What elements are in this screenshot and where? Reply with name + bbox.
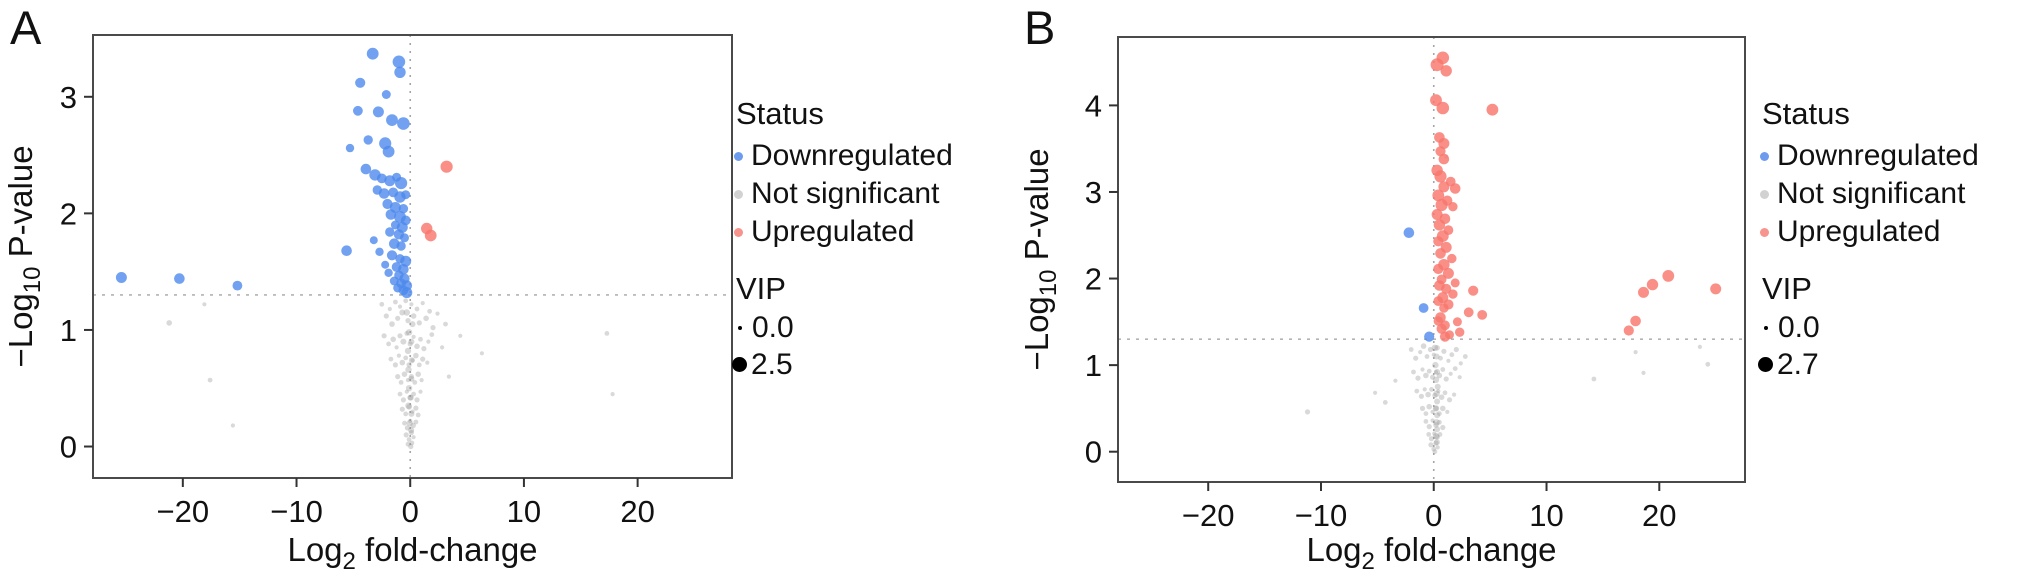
series-downregulated [1403, 227, 1435, 342]
legend-item-not-significant: Not significant [722, 175, 1022, 213]
legend-dot-icon [734, 227, 743, 237]
vip-min-label: 0.0 [752, 310, 794, 344]
legend-status-title: Status [1762, 96, 1850, 131]
svg-text:20: 20 [1642, 498, 1676, 533]
x-axis-ticks: −20 −10 0 10 20 [1182, 482, 1677, 533]
legend-vip-title: VIP [736, 271, 786, 306]
legend-dot-icon [1760, 151, 1769, 161]
legend-item-label: Downregulated [751, 139, 953, 172]
y-axis-title: −Log10 P-value [1018, 148, 1062, 370]
series-not-significant [1304, 154, 1711, 455]
legend-item-downregulated: Downregulated [1748, 137, 2032, 175]
legend-vip-max: 2.5 [722, 346, 1022, 383]
legend-dot-icon [734, 151, 743, 161]
volcano-plot-b: −20 −10 0 10 20 0 1 2 3 4 Log2 fold-change −Log10 P… [1018, 36, 1746, 575]
svg-text:−10: −10 [270, 494, 323, 529]
svg-text:10: 10 [507, 494, 541, 529]
legend-item-not-significant: Not significant [1748, 175, 2032, 213]
vip-min-dot-icon [1764, 325, 1768, 330]
series-upregulated [1430, 51, 1722, 342]
svg-text:1: 1 [1085, 348, 1102, 383]
svg-text:20: 20 [620, 494, 654, 529]
legend-vip-min: 0.0 [1748, 309, 2032, 346]
svg-text:0: 0 [1085, 435, 1102, 470]
legend-vip-title: VIP [1762, 271, 1812, 306]
series-not-significant [166, 298, 615, 450]
svg-text:−20: −20 [157, 494, 210, 529]
legend-item-label: Upregulated [1777, 215, 1941, 248]
legend-item-downregulated: Downregulated [722, 137, 1022, 175]
svg-text:−10: −10 [1295, 498, 1348, 533]
vip-max-dot-icon [1758, 357, 1773, 372]
legend-status-title: Status [736, 96, 824, 131]
legend-dot-icon [734, 189, 743, 199]
vip-min-dot-icon [738, 325, 742, 330]
svg-text:0: 0 [1425, 498, 1442, 533]
y-axis-ticks: 0 1 2 3 4 [1085, 88, 1118, 470]
svg-text:−20: −20 [1182, 498, 1235, 533]
svg-text:0: 0 [60, 430, 77, 465]
legend-vip-min: 0.0 [722, 309, 1022, 346]
svg-text:2: 2 [1085, 262, 1102, 297]
y-axis-ticks: 0 1 2 3 [60, 80, 93, 465]
svg-text:3: 3 [1085, 175, 1102, 210]
legend-item-label: Not significant [1777, 177, 1966, 210]
svg-text:3: 3 [60, 80, 77, 115]
vip-max-label: 2.5 [751, 347, 793, 381]
vip-min-label: 0.0 [1778, 310, 1820, 344]
legend-vip-max: 2.7 [1748, 346, 2032, 383]
panel-label-b: B [1024, 1, 1056, 54]
plot-border [1117, 36, 1746, 483]
x-axis-title: Log2 fold-change [287, 531, 537, 575]
panel-label-a: A [10, 1, 42, 54]
legend-dot-icon [1760, 189, 1769, 199]
series-downregulated [115, 47, 413, 299]
series-upregulated [421, 160, 453, 242]
legend-item-upregulated: Upregulated [722, 213, 1022, 251]
svg-text:4: 4 [1085, 88, 1102, 123]
volcano-plot-a: −20 −10 0 10 20 0 1 2 3 Log2 fold-change −Log10 P-… [2, 34, 733, 575]
svg-text:0: 0 [402, 494, 419, 529]
legend-a: Status Downregulated Not significant Upregu… [722, 96, 1022, 383]
svg-text:10: 10 [1529, 498, 1563, 533]
legend-item-upregulated: Upregulated [1748, 213, 2032, 251]
vip-max-label: 2.7 [1777, 347, 1819, 381]
legend-item-label: Not significant [751, 177, 940, 210]
legend-b: Status Downregulated Not significant Upregu… [1748, 96, 2032, 383]
legend-dot-icon [1760, 227, 1769, 237]
svg-text:1: 1 [60, 313, 77, 348]
legend-item-label: Downregulated [1777, 139, 1979, 172]
svg-text:2: 2 [60, 196, 77, 231]
x-axis-ticks: −20 −10 0 10 20 [157, 478, 655, 529]
x-axis-title: Log2 fold-change [1306, 531, 1556, 575]
vip-max-dot-icon [732, 357, 747, 372]
y-axis-title: −Log10 P-value [2, 145, 46, 367]
legend-item-label: Upregulated [751, 215, 915, 248]
plot-border [92, 34, 733, 479]
